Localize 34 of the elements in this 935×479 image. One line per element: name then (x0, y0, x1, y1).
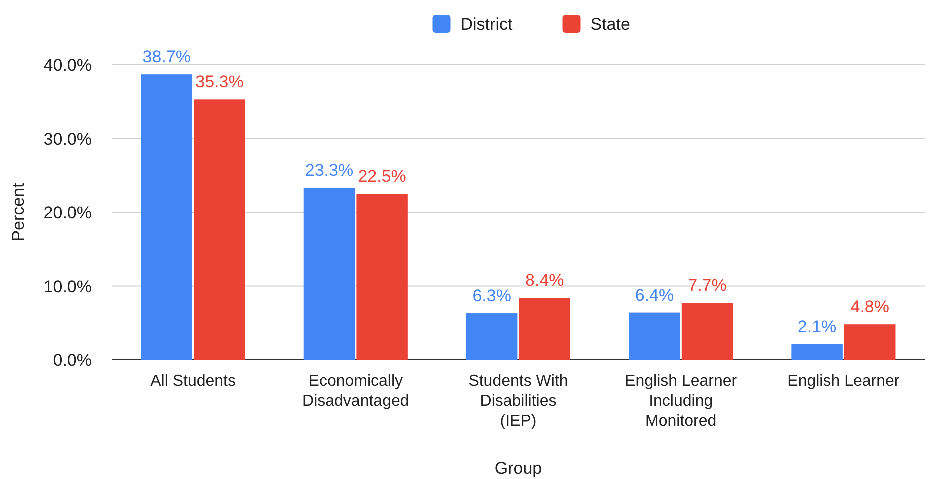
data-label: 7.7% (688, 276, 727, 296)
legend-label: District (460, 15, 513, 34)
data-label: 22.5% (358, 167, 406, 186)
y-tick-label: 10.0% (44, 277, 92, 296)
data-label: 35.3% (196, 72, 244, 92)
data-label: 38.7% (142, 48, 191, 67)
y-axis-title: Percent (9, 182, 28, 242)
legend-label: State (590, 15, 630, 34)
bar (356, 194, 408, 360)
x-tick-label: All Students (150, 373, 236, 390)
x-tick-label: Economically Disadvantaged (302, 373, 410, 410)
bar (629, 312, 680, 360)
y-tick-label: 40.0% (44, 56, 92, 75)
data-label: 6.4% (635, 286, 674, 305)
y-tick-label: 20.0% (44, 204, 92, 222)
bar (194, 100, 246, 360)
y-tick-label: 30.0% (44, 130, 92, 149)
x-tick-label: Students With Disabilities (IEP) (468, 373, 568, 430)
data-label: 2.1% (798, 318, 837, 337)
data-label: 8.4% (526, 271, 564, 290)
y-tick-label: 0.0% (53, 351, 92, 370)
data-label: 23.3% (305, 161, 354, 180)
bar (304, 188, 356, 360)
bar (519, 298, 571, 360)
bar (844, 324, 896, 360)
bar (682, 303, 734, 360)
data-label: 4.8% (850, 298, 890, 317)
bar (792, 344, 843, 360)
data-label: 6.3% (472, 286, 512, 306)
bar (466, 314, 518, 360)
bar (141, 74, 193, 360)
x-axis-title: Group (494, 459, 542, 478)
x-tick-label: English Learner Including Monitored (625, 373, 738, 430)
x-tick-label: English Learner (788, 373, 900, 390)
